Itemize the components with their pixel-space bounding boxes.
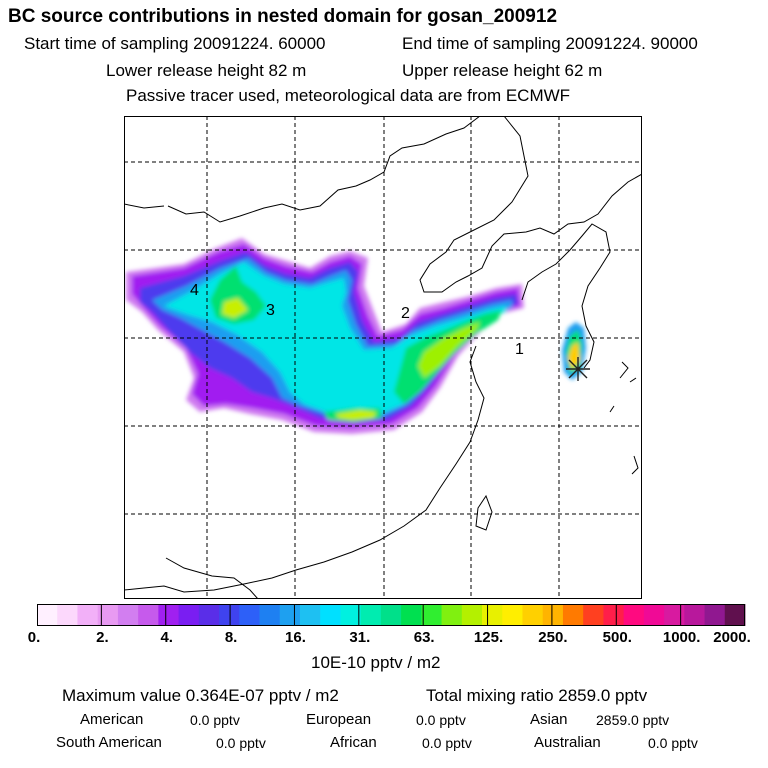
colorbar-cell xyxy=(664,604,685,626)
colorbar-tick-label: 250. xyxy=(538,629,568,646)
colorbar-cell xyxy=(219,604,240,626)
colorbar-cell xyxy=(461,604,483,626)
colorbar-cell xyxy=(77,604,99,626)
map-panel: 4 3 2 1 xyxy=(124,116,642,599)
region-name-african: African xyxy=(330,734,377,751)
colorbar-cell xyxy=(380,604,402,626)
colorbar-cell xyxy=(299,604,321,626)
colorbar-tick-label: 4. xyxy=(160,629,173,646)
colorbar-cell xyxy=(340,604,362,626)
colorbar-cell xyxy=(158,604,179,626)
colorbar-cell xyxy=(279,604,301,626)
region-value-african: 0.0 pptv xyxy=(422,735,472,751)
colorbar-cell xyxy=(360,604,382,626)
concentration-plume xyxy=(126,238,586,434)
region-value-australian: 0.0 pptv xyxy=(648,735,698,751)
colorbar-cell xyxy=(643,604,665,626)
colorbar-cell xyxy=(57,604,78,626)
colorbar xyxy=(37,604,746,626)
colorbar-cell xyxy=(421,604,442,626)
colorbar-cell xyxy=(178,604,200,626)
colorbar-tick-label: 2. xyxy=(96,629,109,646)
colorbar-cell xyxy=(583,604,604,626)
lower-release-height: Lower release height 82 m xyxy=(106,61,307,80)
maximum-value: Maximum value 0.364E-07 pptv / m2 xyxy=(62,686,339,705)
tracer-info: Passive tracer used, meteorological data… xyxy=(126,86,571,105)
region-name-european: European xyxy=(306,711,372,728)
region-value-european: 0.0 pptv xyxy=(416,712,466,728)
colorbar-tick-label: 63. xyxy=(413,629,435,646)
upper-release-height: Upper release height 62 m xyxy=(402,61,603,80)
colorbar-cell xyxy=(482,604,503,626)
colorbar-tick-label: 1000. xyxy=(662,629,701,646)
source-label-3: 3 xyxy=(266,302,275,319)
colorbar-tick-labels: 0. 2. 4. 8. 16. 31. 63. 125. 250. 500. 1000. 2000. xyxy=(0,629,768,651)
colorbar-cell xyxy=(117,604,139,626)
colorbar-cell xyxy=(37,604,58,626)
colorbar-cell xyxy=(603,604,625,626)
colorbar-cell xyxy=(623,604,645,626)
colorbar-cell xyxy=(198,604,220,626)
colorbar-cell xyxy=(704,604,726,626)
region-name-australian: Australian xyxy=(534,734,601,751)
colorbar-cell xyxy=(138,604,159,626)
colorbar-unit: 10E-10 pptv / m2 xyxy=(311,653,441,672)
colorbar-cell xyxy=(724,604,746,626)
colorbar-cell xyxy=(562,604,584,626)
colorbar-cell xyxy=(320,604,341,626)
colorbar-cell xyxy=(502,604,523,626)
colorbar-tick-label: 125. xyxy=(473,629,504,646)
receptor-star-icon xyxy=(566,357,590,381)
colorbar-cell xyxy=(259,604,281,626)
source-label-2: 2 xyxy=(401,305,410,322)
region-name-american: American xyxy=(80,711,144,728)
colorbar-tick-label: 0. xyxy=(27,629,41,646)
colorbar-cell xyxy=(441,604,463,626)
region-value-american: 0.0 pptv xyxy=(190,712,240,728)
region-name-south-american: South American xyxy=(56,734,162,751)
colorbar-cell xyxy=(542,604,564,626)
plot-title: BC source contributions in nested domain… xyxy=(8,6,558,27)
region-value-asian: 2859.0 pptv xyxy=(596,712,670,728)
colorbar-cell xyxy=(239,604,260,626)
colorbar-tick-label: 500. xyxy=(602,629,632,646)
coastlines xyxy=(124,116,642,599)
region-value-south-american: 0.0 pptv xyxy=(216,735,266,751)
colorbar-tick-label: 31. xyxy=(349,629,371,646)
source-label-1: 1 xyxy=(515,341,524,358)
region-name-asian: Asian xyxy=(530,711,568,728)
source-label-4: 4 xyxy=(190,282,199,299)
lat-lon-grid xyxy=(124,116,642,599)
colorbar-cell xyxy=(684,604,705,626)
colorbar-tick-label: 2000. xyxy=(713,629,751,646)
colorbar-tick-label: 8. xyxy=(224,629,238,646)
colorbar-tick-label: 16. xyxy=(285,629,306,646)
sampling-start-time: Start time of sampling 20091224. 60000 xyxy=(24,34,326,53)
colorbar-cell xyxy=(97,604,119,626)
sampling-end-time: End time of sampling 20091224. 90000 xyxy=(402,34,698,53)
total-mixing-ratio: Total mixing ratio 2859.0 pptv xyxy=(426,686,648,705)
colorbar-cell xyxy=(522,604,544,626)
colorbar-cell xyxy=(401,604,422,626)
